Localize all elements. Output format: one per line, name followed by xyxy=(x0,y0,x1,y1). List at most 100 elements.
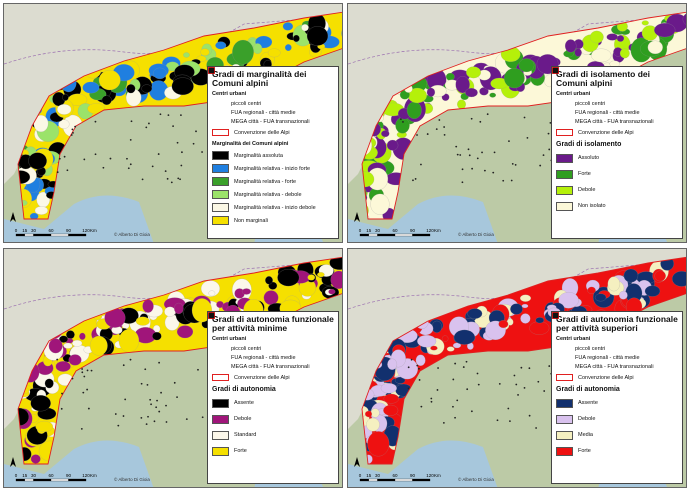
urban-centre xyxy=(172,125,174,127)
municipality-patch xyxy=(55,361,71,372)
urban-centre xyxy=(456,153,459,156)
class-swatch xyxy=(556,185,573,195)
urban-centre xyxy=(438,119,441,121)
class-swatch xyxy=(212,203,229,212)
urban-centre xyxy=(201,416,204,419)
municipality-patch xyxy=(446,346,455,352)
scale-tick-label: 0 xyxy=(359,228,362,233)
municipality-patch xyxy=(101,95,112,105)
alpine-convention-boundary xyxy=(361,256,686,465)
urban-centre xyxy=(462,366,465,368)
urban-centre xyxy=(407,387,410,390)
urban-centre xyxy=(476,372,479,375)
municipality-patch xyxy=(520,313,531,324)
scale-segment xyxy=(33,233,52,237)
urban-centre xyxy=(87,407,90,410)
urban-legend-item: FUA regionali - città medie xyxy=(552,67,678,117)
urban-centre xyxy=(140,416,143,419)
urban-centre xyxy=(56,171,59,174)
municipality-patch xyxy=(380,383,397,394)
scale-segment xyxy=(68,233,87,237)
municipality-patch xyxy=(307,274,316,281)
urban-centre xyxy=(158,361,161,364)
scale-tick-label: 15 xyxy=(22,228,28,233)
alpine-area xyxy=(362,257,686,464)
scale-tick-label: 90 xyxy=(410,473,416,478)
municipality-patch xyxy=(63,342,73,349)
urban-centre xyxy=(414,178,417,180)
municipality-patch xyxy=(574,48,582,57)
municipality-patch xyxy=(232,39,254,65)
map-panel: 0 15 30 60 90 120 Km © Alberto Di Gioia Gradi di… xyxy=(347,3,687,243)
urban-centre xyxy=(416,134,418,136)
class-legend-item: Debole xyxy=(212,411,334,427)
class-legend-item: Marginalità relativa - inizio forte xyxy=(212,162,334,175)
urban-centre xyxy=(102,166,105,169)
boundary-swatch xyxy=(212,129,229,136)
urban-centre xyxy=(150,403,152,406)
urban-centre xyxy=(81,368,84,370)
municipality-patch xyxy=(241,288,251,295)
scale-tick-label: 15 xyxy=(22,473,28,478)
urban-centre xyxy=(86,388,89,391)
alpine-convention-boundary xyxy=(17,256,342,465)
municipality-patch xyxy=(208,290,216,297)
legend-title: Gradi di isolamento dei Comuni alpini xyxy=(556,69,650,88)
municipality-patch xyxy=(431,320,442,333)
urban-header: Centri urbani xyxy=(212,91,247,97)
urban-centre xyxy=(114,413,117,415)
class-label: Non isolato xyxy=(578,203,606,209)
urban-centre xyxy=(129,163,132,166)
urban-centre xyxy=(426,133,429,135)
municipality-patch xyxy=(415,354,426,366)
urban-centre xyxy=(167,114,170,117)
scale-tick-label: 60 xyxy=(392,228,398,233)
municipality-patch xyxy=(171,77,194,96)
urban-centre xyxy=(461,168,464,171)
urban-centre xyxy=(83,375,86,378)
municipality-patch xyxy=(453,329,476,345)
credit: © Alberto Di Gioia xyxy=(458,476,494,482)
urban-centre xyxy=(543,390,546,392)
municipality-patch xyxy=(565,39,577,53)
urban-centre xyxy=(452,378,455,381)
urban-centre xyxy=(507,407,510,410)
municipality-patch xyxy=(118,329,140,353)
urban-centre xyxy=(165,421,168,423)
scale-segment xyxy=(15,233,25,237)
class-legend-item: Forte xyxy=(556,443,678,459)
class-swatch xyxy=(212,190,229,199)
boundary-swatch xyxy=(556,129,573,136)
municipality-patch xyxy=(521,303,529,309)
scale-tick-label: 60 xyxy=(48,473,54,478)
municipality-patch xyxy=(498,320,509,329)
urban-centre xyxy=(420,163,422,166)
urban-centre xyxy=(498,382,501,385)
urban-centre xyxy=(197,368,199,371)
urban-label: FUA regionali - città medie xyxy=(575,354,640,361)
municipality-patch xyxy=(594,293,607,302)
municipality-patch xyxy=(164,306,176,317)
municipality-patch xyxy=(452,342,462,349)
alpine-convention-boundary xyxy=(361,11,686,220)
urban-legend-item: piccoli centri xyxy=(553,313,678,353)
municipality-patch xyxy=(535,317,544,324)
municipality-patch xyxy=(28,152,47,170)
urban-centre xyxy=(80,427,83,430)
class-label: Standard xyxy=(234,432,257,438)
municipality-patch xyxy=(370,193,390,215)
urban-centre xyxy=(155,406,158,409)
urban-centre xyxy=(74,125,77,128)
urban-centre xyxy=(158,410,161,413)
municipality-patch xyxy=(591,48,612,63)
urban-centre xyxy=(418,379,421,381)
municipality-patch xyxy=(48,338,63,354)
urban-centre xyxy=(122,364,125,367)
scale-tick-label: 30 xyxy=(375,473,381,478)
urban-legend-item: FUA regionali - città medie xyxy=(208,67,334,117)
class-swatch xyxy=(212,414,229,424)
urban-centre xyxy=(81,371,84,374)
urban-centre xyxy=(513,374,516,377)
municipality-patch xyxy=(445,72,455,81)
municipality-patch xyxy=(72,340,83,347)
